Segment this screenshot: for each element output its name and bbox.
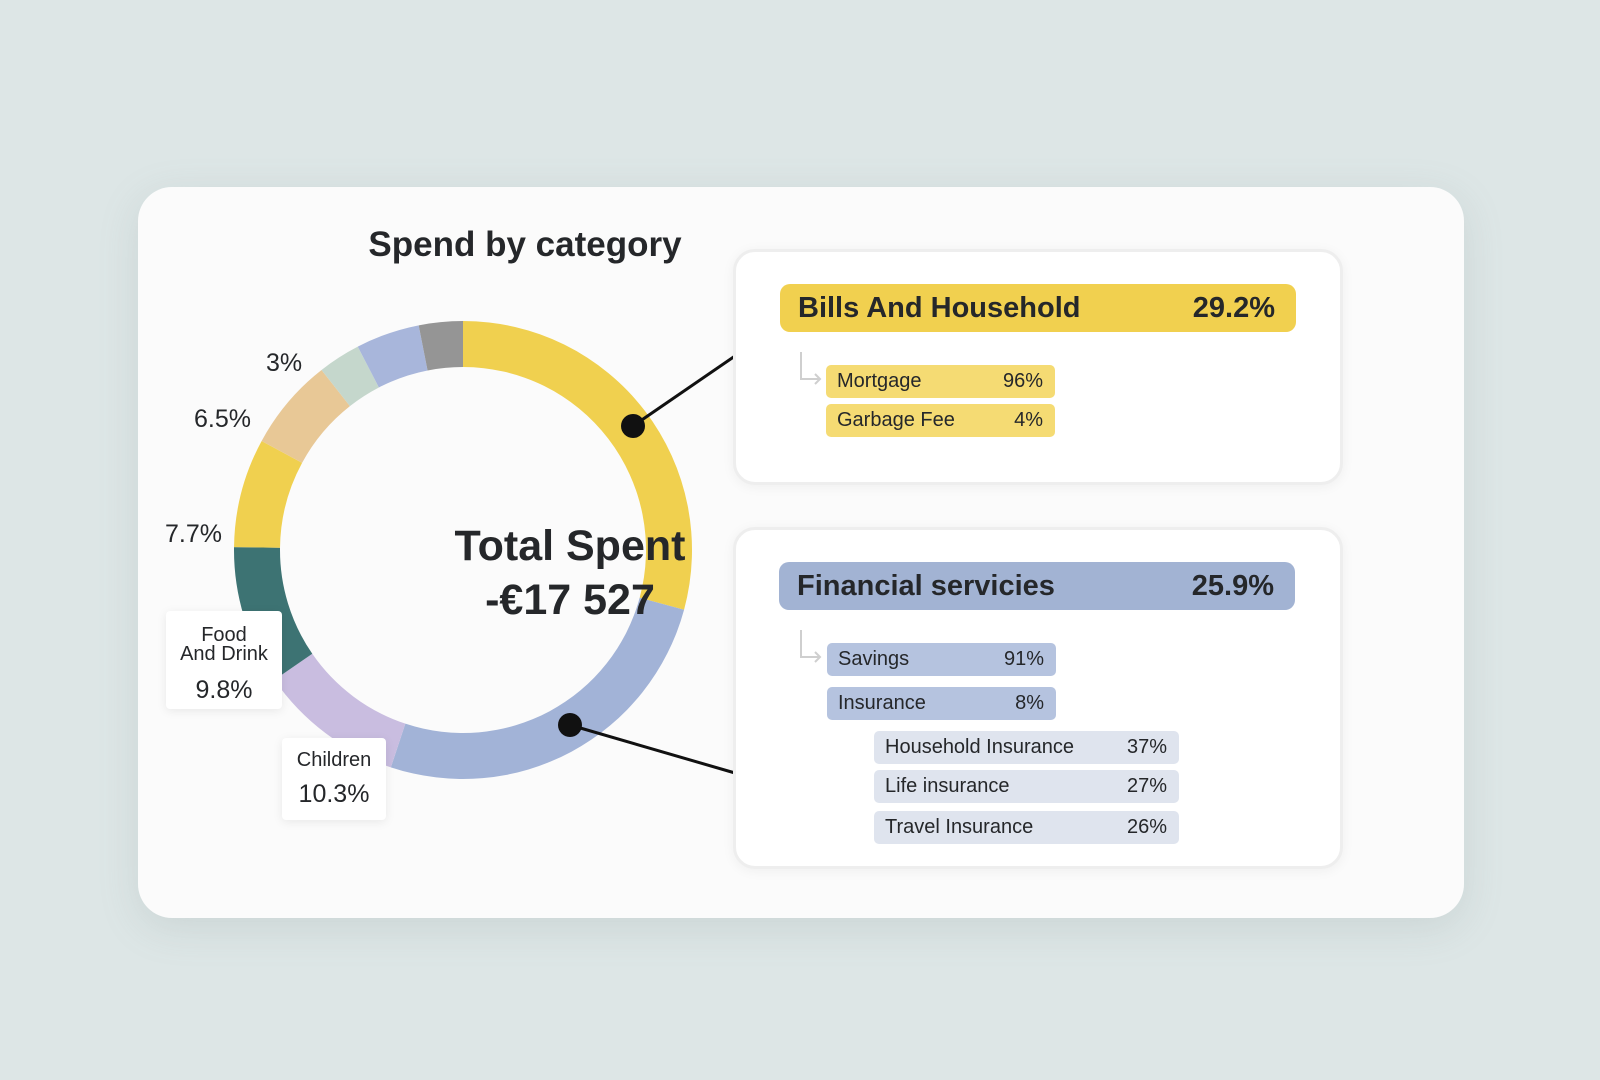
- connector-line-financial: [569, 723, 736, 775]
- mortgage-value: 96%: [1002, 370, 1043, 392]
- household-insurance-value: 37%: [1126, 736, 1167, 758]
- insurance-value: 8%: [1015, 692, 1044, 714]
- connector-line-bills: [632, 354, 736, 428]
- bills-category-name: Bills And Household: [798, 291, 1081, 324]
- total-spent-value: -€17 527: [485, 576, 655, 624]
- savings-value: 91%: [1003, 648, 1044, 670]
- connector-dot-financial: [558, 713, 582, 737]
- slice-label-3: 3%: [266, 349, 303, 377]
- food-tag-name-line1: Food: [201, 624, 247, 646]
- insurance-item-life: Life insurance 27%: [874, 770, 1179, 803]
- financial-header-bar: Financial servicies 25.9%: [779, 562, 1295, 610]
- bills-item-garbage-fee: Garbage Fee 4%: [826, 404, 1055, 437]
- bills-header-bar: Bills And Household 29.2%: [780, 284, 1296, 332]
- financial-item-insurance: Insurance 8%: [827, 687, 1056, 720]
- mortgage-name: Mortgage: [837, 370, 922, 392]
- insurance-name: Insurance: [838, 692, 926, 714]
- slice-label-7-7: 7.7%: [165, 520, 222, 548]
- food-and-drink-tag: Food And Drink 9.8%: [166, 611, 282, 709]
- savings-name: Savings: [838, 648, 910, 670]
- slice-label-6-5: 6.5%: [194, 405, 251, 433]
- bills-item-mortgage: Mortgage 96%: [826, 365, 1055, 398]
- financial-category-value: 25.9%: [1191, 569, 1274, 602]
- household-insurance-name: Household Insurance: [885, 736, 1075, 758]
- children-tag-name: Children: [296, 749, 372, 771]
- life-insurance-name: Life insurance: [885, 775, 1010, 797]
- insurance-item-household: Household Insurance 37%: [874, 731, 1179, 764]
- life-insurance-value: 27%: [1126, 775, 1167, 797]
- food-tag-value: 9.8%: [195, 676, 253, 704]
- financial-category-name: Financial servicies: [797, 569, 1055, 602]
- garbage-fee-value: 4%: [1014, 409, 1043, 431]
- donut-slice-4: [234, 440, 303, 548]
- children-tag-value: 10.3%: [298, 780, 370, 808]
- donut-slice-8: [418, 321, 463, 371]
- bills-panel: Bills And Household 29.2% Mortgage 96% G…: [733, 249, 1343, 485]
- branch-arrow-icon: [800, 352, 822, 385]
- branch-arrow-icon: [800, 630, 822, 663]
- travel-insurance-name: Travel Insurance: [885, 816, 1034, 838]
- financial-panel: Financial servicies 25.9% Savings 91% In…: [733, 527, 1343, 869]
- garbage-fee-name: Garbage Fee: [837, 409, 955, 431]
- connector-dot-bills: [621, 414, 645, 438]
- insurance-item-travel: Travel Insurance 26%: [874, 811, 1179, 844]
- total-spent-label: Total Spent: [454, 522, 686, 570]
- donut-slice-0: [463, 321, 692, 610]
- chart-title: Spend by category: [368, 225, 682, 264]
- donut-slice-1: [390, 597, 685, 779]
- total-spent: Total Spent -€17 527: [360, 519, 780, 627]
- spend-card: Spend by category Total Spent -€17 527 3…: [138, 187, 1464, 918]
- donut-slice-5: [261, 369, 350, 463]
- travel-insurance-value: 26%: [1126, 816, 1167, 838]
- bills-category-value: 29.2%: [1192, 291, 1275, 324]
- children-tag: Children 10.3%: [282, 738, 386, 820]
- financial-item-savings: Savings 91%: [827, 643, 1056, 676]
- donut-chart: [234, 321, 736, 779]
- food-tag-name-line2: And Drink: [180, 643, 268, 665]
- donut-slice-7: [357, 325, 428, 388]
- donut-slice-6: [321, 346, 379, 407]
